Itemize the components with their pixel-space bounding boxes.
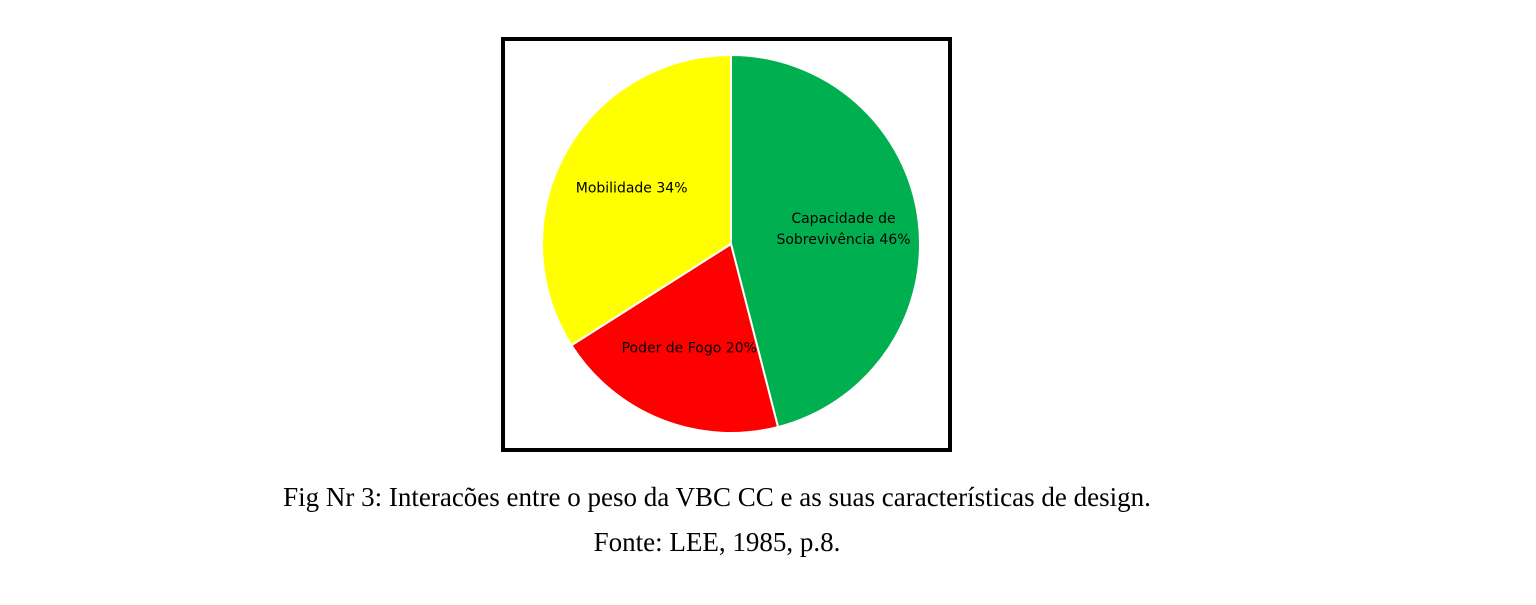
pie-slice	[541, 53, 732, 347]
slice-value-label: 46%	[879, 231, 911, 248]
slice-category: Capacidade de Sobrevivência	[776, 210, 896, 248]
slice-category: Poder de Fogo	[621, 340, 722, 357]
caption-source: Fonte: LEE, 1985, p.8.	[593, 527, 841, 557]
slice-value-label: 20%	[725, 340, 757, 357]
caption-title: Fig Nr 3: Interacões entre o peso da VBC…	[283, 482, 1151, 512]
slice-label: Mobilidade 34%	[557, 179, 707, 200]
pie-slice	[570, 242, 780, 434]
pie-slice	[730, 53, 921, 429]
slice-value-label: 34%	[656, 180, 688, 197]
chart-frame	[501, 37, 952, 452]
slice-label: Capacidade de Sobrevivência 46%	[769, 209, 919, 251]
slice-category: Mobilidade	[575, 180, 652, 197]
slice-label: Poder de Fogo 20%	[614, 339, 764, 360]
